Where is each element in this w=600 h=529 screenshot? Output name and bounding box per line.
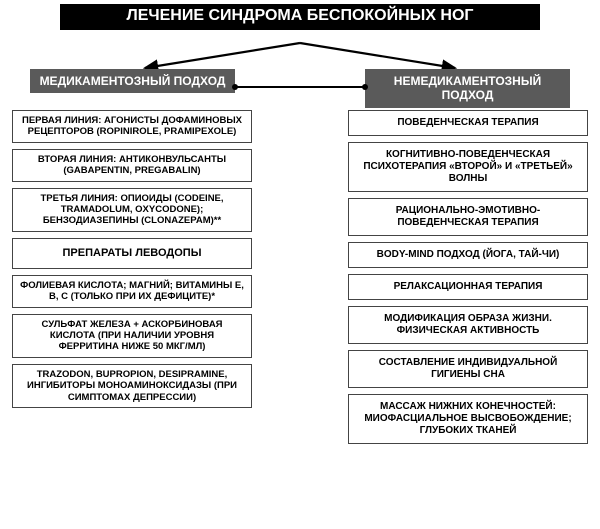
left-item: ВТОРАЯ ЛИНИЯ: АНТИКОНВУЛЬСАНТЫ (GABAPENT… — [12, 149, 252, 182]
right-branch-header: НЕМЕДИКАМЕНТОЗНЫЙ ПОДХОД — [365, 69, 570, 108]
left-branch-header: МЕДИКАМЕНТОЗНЫЙ ПОДХОД — [30, 69, 235, 93]
left-item: ТРЕТЬЯ ЛИНИЯ: ОПИОИДЫ (CODEINE, TRAMADOL… — [12, 188, 252, 232]
right-item: РЕЛАКСАЦИОННАЯ ТЕРАПИЯ — [348, 274, 588, 300]
right-item: ПОВЕДЕНЧЕСКАЯ ТЕРАПИЯ — [348, 110, 588, 136]
right-item: МАССАЖ НИЖНИХ КОНЕЧНОСТЕЙ: МИОФАСЦИАЛЬНО… — [348, 394, 588, 444]
left-item: ФОЛИЕВАЯ КИСЛОТА; МАГНИЙ; ВИТАМИНЫ E, B,… — [12, 275, 252, 308]
right-item: СОСТАВЛЕНИЕ ИНДИВИДУАЛЬНОЙ ГИГИЕНЫ СНА — [348, 350, 588, 388]
right-item: РАЦИОНАЛЬНО-ЭМОТИВНО-ПОВЕДЕНЧЕСКАЯ ТЕРАП… — [348, 198, 588, 236]
diagram-title: ЛЕЧЕНИЕ СИНДРОМА БЕСПОКОЙНЫХ НОГ — [60, 4, 540, 30]
branch-connector-line — [235, 86, 365, 88]
right-item: КОГНИТИВНО-ПОВЕДЕНЧЕСКАЯ ПСИХОТЕРАПИЯ «В… — [348, 142, 588, 192]
right-item: BODY-MIND ПОДХОД (ЙОГА, ТАЙ-ЧИ) — [348, 242, 588, 268]
right-branch-column: ПОВЕДЕНЧЕСКАЯ ТЕРАПИЯ КОГНИТИВНО-ПОВЕДЕН… — [348, 110, 588, 444]
left-item: TRAZODON, BUPROPION, DESIPRAMINE, ИНГИБИ… — [12, 364, 252, 408]
left-item: ПЕРВАЯ ЛИНИЯ: АГОНИСТЫ ДОФАМИНОВЫХ РЕЦЕП… — [12, 110, 252, 143]
left-item: ПРЕПАРАТЫ ЛЕВОДОПЫ — [12, 238, 252, 269]
right-item: МОДИФИКАЦИЯ ОБРАЗА ЖИЗНИ. ФИЗИЧЕСКАЯ АКТ… — [348, 306, 588, 344]
left-item: СУЛЬФАТ ЖЕЛЕЗА + АСКОРБИНОВАЯ КИСЛОТА (П… — [12, 314, 252, 358]
left-branch-column: ПЕРВАЯ ЛИНИЯ: АГОНИСТЫ ДОФАМИНОВЫХ РЕЦЕП… — [12, 110, 252, 408]
